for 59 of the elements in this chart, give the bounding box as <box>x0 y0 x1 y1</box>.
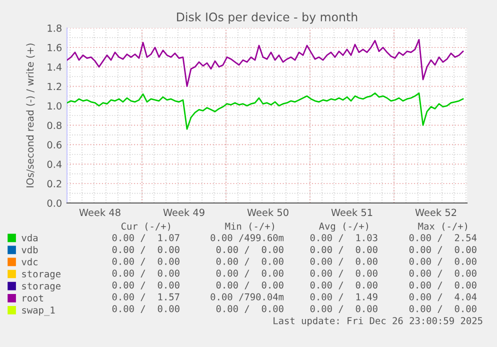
text: 0.00 / 0.00 <box>112 258 180 266</box>
legend-label: storage <box>22 270 60 280</box>
text: Cur (-/+) <box>121 222 170 231</box>
text: 0.00 /790.04m <box>210 293 284 302</box>
legend-label: vdc <box>22 258 38 266</box>
x-tick-label: Week 49 <box>163 208 204 216</box>
text: 0.00 / 0.00 <box>409 246 476 254</box>
text: 0.00 / 1.49 <box>310 293 378 302</box>
text: 0.00 / 0.00 <box>310 246 378 254</box>
line-series <box>67 92 464 130</box>
y-tick-label: 1.2 <box>48 82 62 90</box>
text: 0.00 / 2.54 <box>409 234 477 242</box>
x-tick-label: Week 51 <box>331 208 372 216</box>
text: 0.00 / 0.00 <box>310 281 378 290</box>
y-tick-label: 0.0 <box>47 199 62 207</box>
y-tick-label: 1.0 <box>48 102 62 110</box>
legend-label: root <box>22 294 44 302</box>
text: 0.00 / 4.04 <box>409 293 477 302</box>
text: Avg (-/+) <box>319 222 368 232</box>
text: 0.00 / 0.00 <box>216 258 284 266</box>
text: Max (-/+) <box>418 222 468 231</box>
text: 0.00 / 0.00 <box>216 305 284 314</box>
x-tick-label: Week 52 <box>415 208 456 216</box>
x-tick-label: Week 48 <box>79 208 120 216</box>
text: 0.00 / 0.00 <box>409 305 476 314</box>
text: 0.00 / 1.07 <box>112 234 180 242</box>
text: 0.00 / 0.00 <box>216 281 284 290</box>
y-axis-title: IOs/second read (-) / write (+) <box>26 44 35 188</box>
text: 0.00 / 0.00 <box>310 270 378 278</box>
y-tick-label: 0.2 <box>47 180 62 188</box>
text: 0.00 / 1.57 <box>112 293 180 302</box>
y-tick-label: 1.6 <box>48 44 62 52</box>
text: 0.00 / 0.00 <box>409 270 476 278</box>
y-tick-label: 1.8 <box>48 24 62 32</box>
text: 0.00 / 0.00 <box>409 258 476 266</box>
text: 0.00 / 0.00 <box>112 305 180 314</box>
y-tick-label: 0.4 <box>47 160 62 168</box>
text: 0.00 / 0.00 <box>112 281 180 290</box>
legend-label: swap_1 <box>22 306 55 316</box>
chart-title: Disk IOs per device - by month <box>177 12 358 24</box>
text: 0.00 / 1.03 <box>310 234 378 242</box>
text: 0.00 / 0.00 <box>112 246 180 254</box>
y-tick-label: 0.8 <box>47 122 62 130</box>
y-tick-label: 1.4 <box>48 63 62 71</box>
legend-label: storage <box>22 282 60 292</box>
text: Last update: Fri Dec 26 23:00:59 2025 <box>274 316 482 326</box>
legend-label: vdb <box>22 246 38 254</box>
text: 0.00 / 0.00 <box>310 305 378 314</box>
x-tick-label: Week 50 <box>247 208 288 216</box>
legend-label: vda <box>22 234 38 242</box>
y-tick-label: 0.6 <box>47 141 62 148</box>
text: 0.00 /499.60m <box>210 234 284 242</box>
text: 0.00 / 0.00 <box>216 246 284 254</box>
text: 0.00 / 0.00 <box>310 258 378 266</box>
text: 0.00 / 0.00 <box>112 270 180 278</box>
text: Min (-/+) <box>225 222 274 231</box>
text: 0.00 / 0.00 <box>216 270 284 278</box>
text: 0.00 / 0.00 <box>409 281 476 290</box>
line-series <box>67 38 464 88</box>
